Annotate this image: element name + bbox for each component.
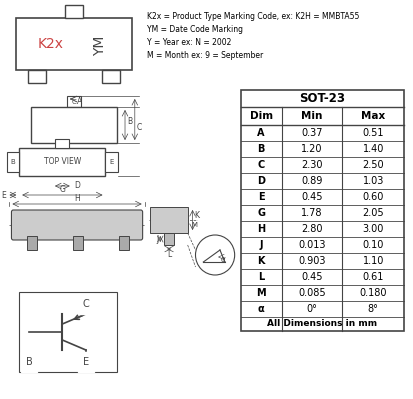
Text: Min: Min <box>301 111 323 121</box>
Text: C: C <box>137 122 142 132</box>
Text: K2x: K2x <box>38 37 64 51</box>
Text: 0.61: 0.61 <box>363 272 384 282</box>
Text: 1.03: 1.03 <box>363 176 384 186</box>
Text: M: M <box>192 222 197 228</box>
Text: Y = Year ex: N = 2002: Y = Year ex: N = 2002 <box>147 38 231 47</box>
Text: B: B <box>26 357 33 367</box>
Text: C: C <box>72 99 76 105</box>
Text: TOP VIEW: TOP VIEW <box>44 158 81 166</box>
Text: H: H <box>74 194 80 203</box>
Text: B: B <box>11 159 15 165</box>
FancyBboxPatch shape <box>12 210 142 240</box>
Text: A: A <box>77 97 82 106</box>
Bar <box>27 236 37 250</box>
Text: YM = Date Code Marking: YM = Date Code Marking <box>147 25 242 34</box>
Text: 0.45: 0.45 <box>301 192 323 202</box>
Bar <box>28 70 46 83</box>
Text: SOT-23: SOT-23 <box>299 92 345 105</box>
Text: G: G <box>257 208 265 218</box>
Bar <box>102 70 120 83</box>
Text: 8°: 8° <box>368 304 379 314</box>
Bar <box>73 236 83 250</box>
Text: K: K <box>195 211 199 219</box>
Text: 0.89: 0.89 <box>301 176 323 186</box>
Text: 0.60: 0.60 <box>363 192 384 202</box>
Text: J: J <box>156 235 158 243</box>
Text: 1.20: 1.20 <box>301 144 323 154</box>
Text: 0.903: 0.903 <box>298 256 326 266</box>
Text: 2.50: 2.50 <box>362 160 384 170</box>
Text: 0.51: 0.51 <box>363 128 384 138</box>
Text: B: B <box>127 117 132 126</box>
Text: A: A <box>257 128 265 138</box>
Text: H: H <box>257 224 265 234</box>
Text: C: C <box>257 160 265 170</box>
Text: L: L <box>258 272 264 282</box>
Bar <box>55 139 69 148</box>
Text: G: G <box>59 185 65 194</box>
Text: 0.10: 0.10 <box>363 240 384 250</box>
Text: 0.45: 0.45 <box>301 272 323 282</box>
Bar <box>19 148 105 176</box>
Text: B: B <box>257 144 265 154</box>
Text: α: α <box>258 304 264 314</box>
Bar <box>119 236 129 250</box>
Text: M: M <box>256 288 266 298</box>
Text: K2x = Product Type Marking Code, ex: K2H = MMBTA55: K2x = Product Type Marking Code, ex: K2H… <box>147 12 359 21</box>
Text: 0.013: 0.013 <box>298 240 326 250</box>
Text: D: D <box>74 182 80 190</box>
Text: YM: YM <box>93 36 107 56</box>
Text: E: E <box>1 190 5 200</box>
Text: C: C <box>83 299 89 309</box>
Text: 2.30: 2.30 <box>301 160 323 170</box>
Bar <box>7 152 19 172</box>
Text: 1.10: 1.10 <box>363 256 384 266</box>
Text: All Dimensions in mm: All Dimensions in mm <box>267 320 377 328</box>
Text: M = Month ex: 9 = September: M = Month ex: 9 = September <box>147 51 263 60</box>
Bar <box>31 107 117 143</box>
Text: 1.78: 1.78 <box>301 208 323 218</box>
Bar <box>17 18 132 70</box>
Text: K: K <box>257 256 265 266</box>
Bar <box>67 96 81 107</box>
Text: E: E <box>109 159 114 165</box>
Text: α: α <box>221 255 226 265</box>
Text: E: E <box>258 192 264 202</box>
Text: J: J <box>259 240 263 250</box>
Bar <box>240 90 404 331</box>
Text: L: L <box>167 250 171 259</box>
Bar <box>19 292 117 372</box>
Text: Dim: Dim <box>249 111 273 121</box>
Text: E: E <box>83 357 89 367</box>
Text: 0.085: 0.085 <box>298 288 326 298</box>
Text: 0.180: 0.180 <box>359 288 387 298</box>
Text: 3.00: 3.00 <box>363 224 384 234</box>
Bar <box>164 233 174 245</box>
Text: 2.80: 2.80 <box>301 224 323 234</box>
Text: 1.40: 1.40 <box>363 144 384 154</box>
Text: 0°: 0° <box>306 304 318 314</box>
Bar <box>65 5 83 18</box>
Text: 2.05: 2.05 <box>362 208 384 218</box>
Bar <box>150 207 188 233</box>
Bar <box>105 152 118 172</box>
Text: D: D <box>257 176 265 186</box>
Text: 0.37: 0.37 <box>301 128 323 138</box>
Text: Max: Max <box>361 111 385 121</box>
